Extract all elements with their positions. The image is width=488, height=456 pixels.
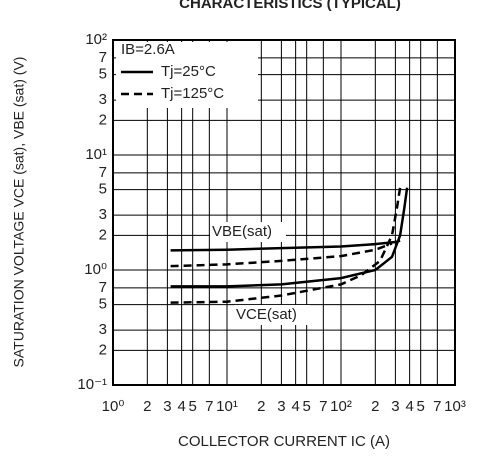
x-tick-label: 7	[319, 398, 327, 415]
x-tick-label: 7	[433, 398, 441, 415]
annotation: VBE(sat)	[212, 223, 272, 240]
x-tick-label: 5	[417, 398, 425, 415]
x-tick-label: 4	[291, 398, 299, 415]
x-tick-label: 3	[277, 398, 285, 415]
x-tick-label: 10²	[330, 398, 352, 415]
y-tick-label: 3	[99, 321, 107, 338]
x-tick-label: 3	[163, 398, 171, 415]
y-tick-label: 5	[99, 296, 107, 313]
legend-box	[116, 42, 258, 108]
y-tick-label: 7	[99, 279, 107, 296]
annotation-bg	[210, 222, 286, 242]
curve	[170, 242, 393, 268]
legend-label: Tj=25°C	[161, 63, 216, 80]
curve	[170, 187, 409, 288]
y-tick-label: 2	[99, 111, 107, 128]
y-tick-label: 2	[99, 341, 107, 358]
legend-label: Tj=125°C	[161, 85, 224, 102]
plot-frame	[112, 39, 456, 386]
x-tick-label: 4	[405, 398, 413, 415]
x-tick-label: 2	[371, 398, 379, 415]
x-tick-label: 3	[391, 398, 399, 415]
y-tick-label: 3	[99, 206, 107, 223]
y-tick-label: 10⁰	[84, 261, 107, 278]
y-tick-label: 2	[99, 226, 107, 243]
x-tick-label: 10⁰	[102, 398, 125, 415]
x-tick-label: 7	[205, 398, 213, 415]
x-tick-label: 5	[189, 398, 197, 415]
x-tick-label: 2	[143, 398, 151, 415]
y-axis-label: SATURATION VOLTAGE VCE (sat), VBE (sat) …	[11, 57, 27, 368]
x-tick-label: 4	[177, 398, 185, 415]
x-tick-label: 5	[303, 398, 311, 415]
curve	[170, 239, 401, 252]
y-tick-label: 10⁻¹	[77, 376, 107, 393]
y-tick-label: 7	[99, 49, 107, 66]
y-tick-label: 3	[99, 91, 107, 108]
y-tick-label: 7	[99, 164, 107, 181]
chart-title: CHARACTERISTICS (TYPICAL)	[179, 0, 401, 12]
y-tick-label: 5	[99, 181, 107, 198]
y-tick-label: 5	[99, 66, 107, 83]
x-axis-label: COLLECTOR CURRENT IC (A)	[178, 433, 390, 450]
y-tick-label: 10²	[85, 31, 107, 48]
legend-title: IB=2.6A	[121, 41, 175, 58]
curve	[170, 187, 402, 304]
x-tick-label: 10¹	[216, 398, 238, 415]
y-tick-label: 10¹	[85, 146, 107, 163]
x-tick-label: 10³	[444, 398, 466, 415]
annotation: VCE(sat)	[236, 306, 297, 323]
x-tick-label: 2	[257, 398, 265, 415]
annotation-bg	[234, 305, 310, 325]
